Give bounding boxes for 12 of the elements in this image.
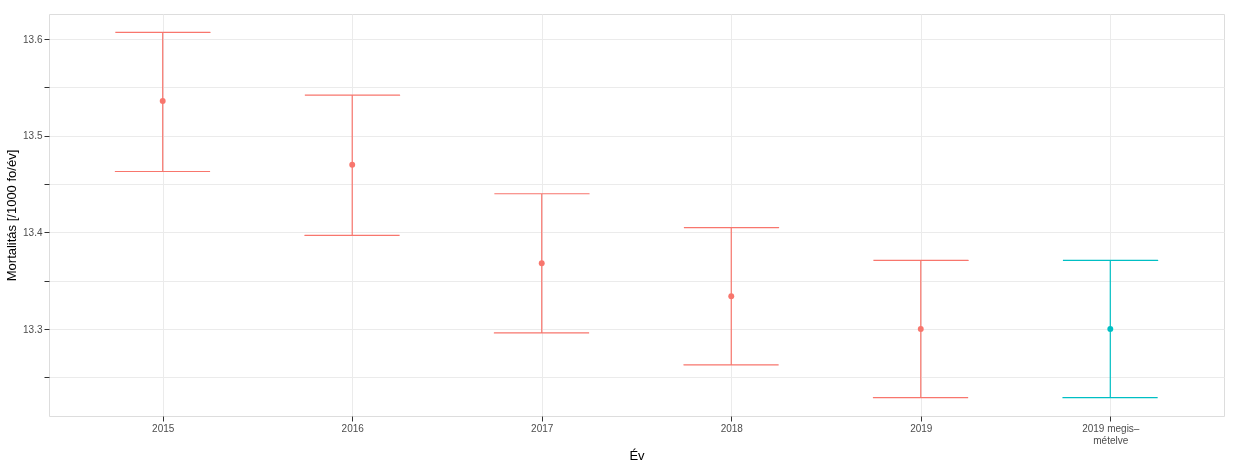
y-axis-title: Mortalitás [/1000 fo/év] [4,149,20,282]
y-tick-label: 13.3 [23,323,43,335]
x-tick-label: 2017 [531,422,554,434]
x-tick-label: 2016 [341,422,365,434]
y-tick-label: 13.5 [23,130,43,142]
x-tick-label: 2015 [152,422,175,434]
x-tick-label: 2019 [910,422,933,434]
x-tick-label: 2019 megis– mételve [1082,422,1140,446]
y-tick-label: 13.6 [23,33,43,45]
x-tick-label: 2018 [720,422,744,434]
x-axis-title: Év [629,447,646,463]
y-tick-label: 13.4 [23,226,43,238]
